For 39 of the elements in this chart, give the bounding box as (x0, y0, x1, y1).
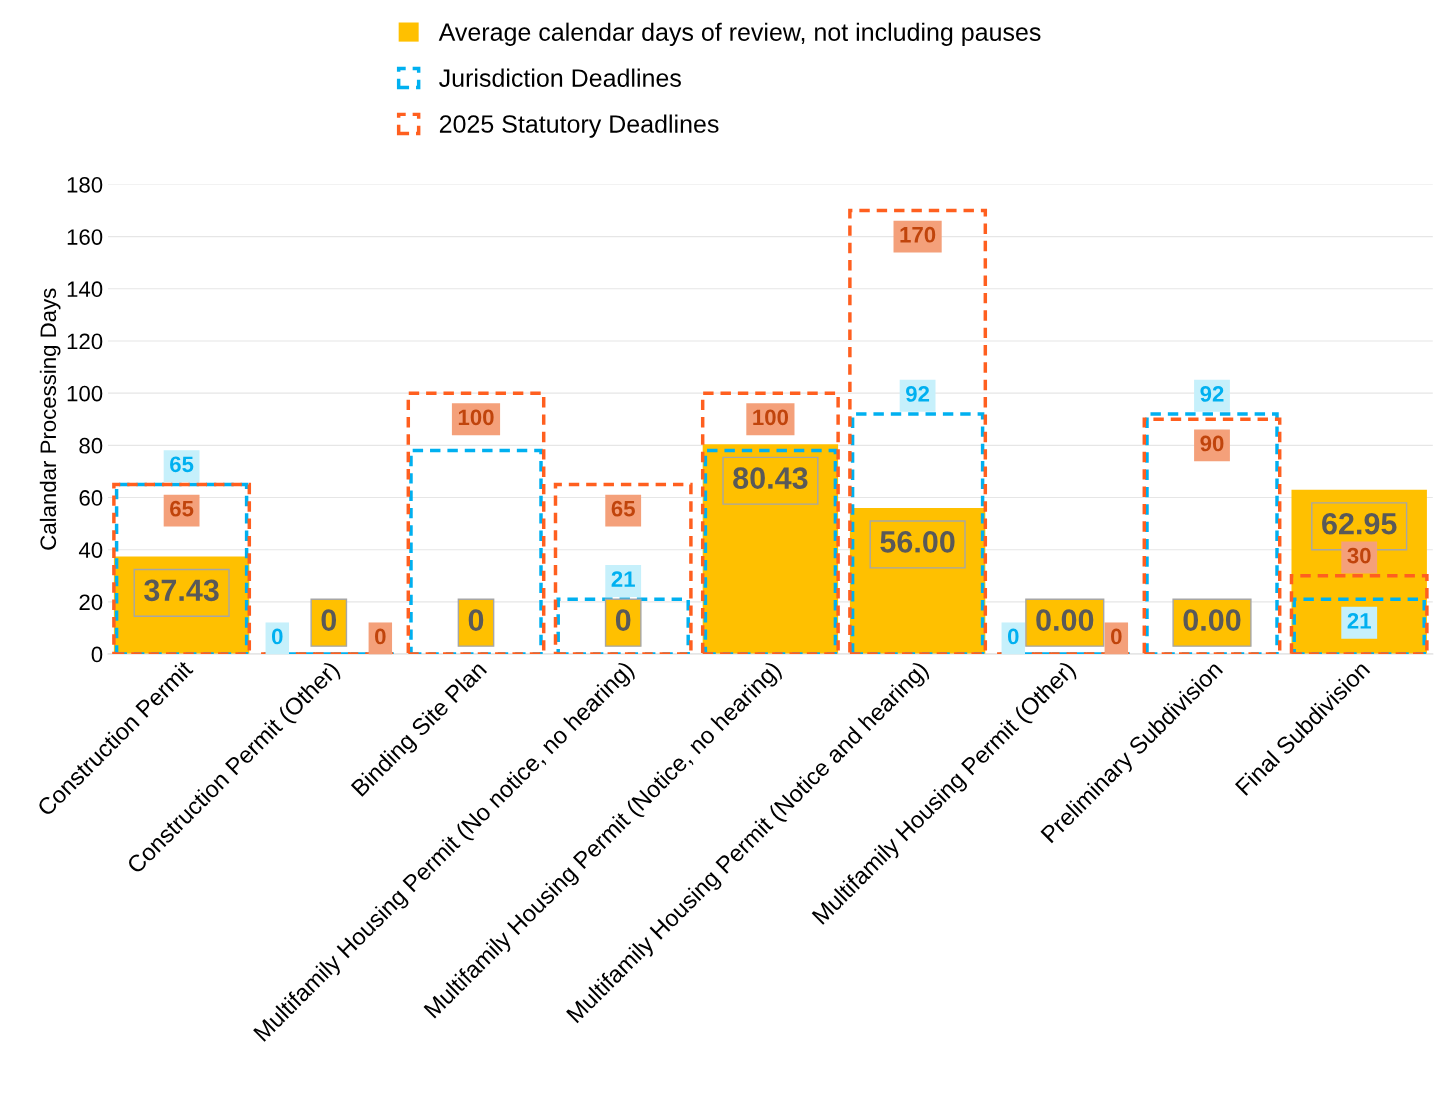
data-label: 0 (468, 609, 484, 631)
y-tick-label: 0 (91, 646, 103, 663)
legend-label: 2025 Statutory Deadlines (439, 114, 719, 138)
data-label: 0.00 (1036, 609, 1094, 631)
data-label: 92 (1200, 386, 1224, 402)
y-tick-label: 20 (79, 594, 103, 611)
data-label: 65 (611, 500, 635, 517)
y-tick-label: 100 (67, 385, 103, 402)
data-label: 65 (170, 500, 194, 517)
data-label: 170 (900, 226, 936, 243)
data-label: 30 (1347, 547, 1371, 564)
data-label: 0 (1007, 628, 1019, 645)
data-label: 0.00 (1183, 609, 1241, 631)
data-label: 0 (1111, 628, 1122, 645)
legend-label: Jurisdiction Deadlines (439, 68, 681, 87)
y-tick-label: 120 (67, 333, 103, 350)
legend-label: Average calendar days of review, not including pauses (438, 22, 1041, 46)
data-label: 37.43 (144, 579, 219, 602)
data-label: 92 (906, 386, 930, 402)
data-label: 65 (170, 456, 194, 473)
y-tick-label: 60 (79, 490, 103, 506)
data-label: 100 (458, 409, 494, 426)
y-tick-label: 160 (67, 229, 103, 245)
data-label: 80.43 (733, 467, 808, 489)
y-tick-label: 140 (67, 281, 103, 298)
data-label: 21 (611, 571, 635, 587)
y-tick-label: 180 (67, 177, 103, 193)
data-label: 56.00 (880, 531, 955, 553)
y-tick-label: 80 (79, 437, 103, 454)
y-axis-title: Calandar Processing Days (39, 288, 61, 550)
data-label: 0 (321, 609, 337, 631)
data-label: 62.95 (1322, 512, 1397, 535)
data-label: 0 (375, 628, 386, 645)
y-tick-label: 40 (78, 542, 103, 558)
data-label: 100 (753, 409, 789, 426)
data-label: 90 (1200, 435, 1224, 452)
data-label: 0 (615, 609, 631, 631)
data-label: 0 (271, 628, 283, 645)
data-label: 21 (1347, 612, 1371, 629)
